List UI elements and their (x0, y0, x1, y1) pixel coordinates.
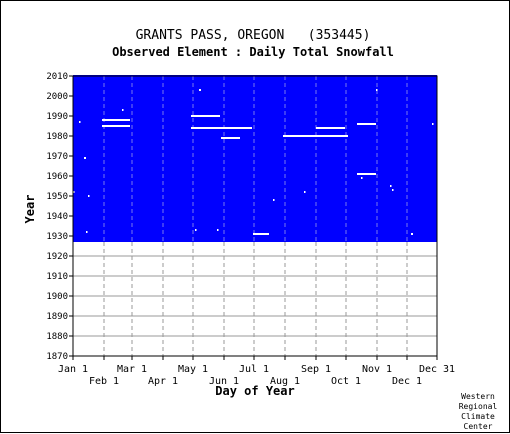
missing-segment (283, 135, 348, 137)
missing-segment (411, 233, 413, 235)
x-axis: Jan 1 Mar 1 May 1 Jul 1 Sep 1 Nov 1 Dec 31 Feb … (58, 356, 455, 387)
missing-segment (86, 231, 88, 233)
x-tick-label: May 1 (178, 364, 208, 375)
missing-segment (273, 199, 275, 201)
missing-segment (432, 123, 434, 125)
y-tick-label: 1890 (46, 312, 68, 322)
x-tick-label: Jun 1 (209, 376, 239, 387)
x-tick-label: Feb 1 (89, 376, 119, 387)
missing-segment (199, 89, 201, 91)
plot-area (72, 75, 438, 357)
x-tick-label: Apr 1 (148, 376, 178, 387)
missing-segment (191, 127, 252, 129)
y-axis-label: Year (23, 195, 37, 224)
missing-segment (191, 115, 220, 117)
y-tick-label: 1880 (46, 332, 68, 342)
missing-segment (102, 125, 130, 127)
y-tick-label: 1990 (46, 112, 68, 122)
y-tick-label: 1960 (46, 172, 68, 182)
y-tick-label: 1950 (46, 192, 68, 202)
y-tick-label: 1870 (46, 352, 68, 362)
y-tick-label: 1900 (46, 292, 68, 302)
y-tick-label: 1970 (46, 152, 68, 162)
observed-region (73, 75, 437, 242)
missing-segment (122, 109, 124, 111)
y-tick-label: 1940 (46, 212, 68, 222)
missing-segment (357, 123, 376, 125)
missing-segment (88, 195, 90, 197)
x-axis-label: Day of Year (215, 384, 294, 398)
credit-line: Center (464, 422, 493, 431)
missing-segment (102, 119, 130, 121)
x-tick-label: Oct 1 (331, 376, 361, 387)
missing-segment (79, 121, 81, 123)
x-tick-label: Jul 1 (239, 364, 269, 375)
missing-segment (221, 137, 240, 139)
missing-segment (217, 229, 219, 231)
credit-line: Regional (459, 402, 498, 411)
x-tick-label: Dec 31 (419, 364, 455, 375)
missing-segment (316, 127, 345, 129)
missing-segment (357, 173, 376, 175)
credit-line: Climate (461, 412, 495, 421)
chart-title: GRANTS PASS, OREGON (353445) (136, 28, 371, 43)
missing-segment (390, 185, 392, 187)
x-tick-label: Mar 1 (117, 364, 147, 375)
x-tick-label: Aug 1 (270, 376, 300, 387)
x-tick-label: Jan 1 (58, 364, 88, 375)
x-tick-label: Nov 1 (362, 364, 392, 375)
y-tick-label: 2010 (46, 72, 68, 82)
missing-segment (253, 233, 269, 235)
y-tick-label: 1910 (46, 272, 68, 282)
missing-segment (304, 191, 306, 193)
x-tick-label: Sep 1 (301, 364, 331, 375)
missing-segment (376, 89, 378, 91)
y-tick-label: 1920 (46, 252, 68, 262)
missing-segment (361, 177, 363, 179)
x-tick-label: Dec 1 (392, 376, 422, 387)
y-tick-label: 1980 (46, 132, 68, 142)
y-tick-label: 1930 (46, 232, 68, 242)
missing-segment (195, 229, 197, 231)
y-axis: 1870 1880 1890 1900 1910 1920 1930 1940 1950 1960… (46, 72, 73, 362)
y-tick-label: 2000 (46, 92, 68, 102)
missing-segment (73, 191, 75, 193)
credit-line: Western (461, 392, 495, 401)
chart-subtitle: Observed Element : Daily Total Snowfall (112, 45, 394, 59)
missing-segment (392, 189, 394, 191)
missing-segment (84, 157, 86, 159)
